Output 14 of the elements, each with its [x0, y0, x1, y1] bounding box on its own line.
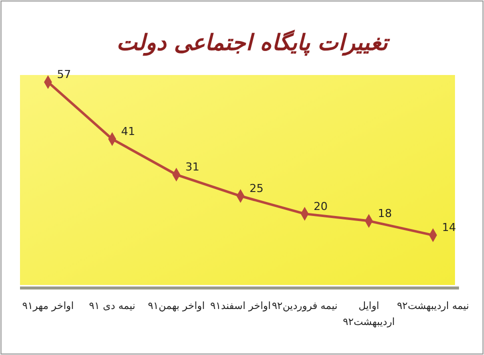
- x-tick-label: نیمه دی ۹۱: [88, 300, 136, 314]
- x-tick-label: اواخر مهر۹۱: [21, 300, 75, 314]
- x-tick-label: نیمه فروردین۹۲: [272, 301, 338, 312]
- data-label: 18: [378, 206, 392, 220]
- data-label: 57: [57, 68, 71, 82]
- x-tick-label: اواخر اسفند۹۱: [210, 301, 271, 312]
- data-label: 41: [121, 125, 136, 138]
- x-tick-label: اواخر بهمن۹۱: [148, 301, 205, 312]
- chart-title: تغییرات پایگاه اجتماعی دولت: [116, 29, 390, 56]
- data-label: 20: [314, 200, 328, 213]
- x-tick-label: نیمه اردیبهشت۹۲: [396, 300, 470, 314]
- data-label: 31: [185, 160, 200, 174]
- x-tick-label: اوایل اردیبهشت۹۲: [342, 301, 395, 328]
- data-label: 25: [250, 182, 264, 196]
